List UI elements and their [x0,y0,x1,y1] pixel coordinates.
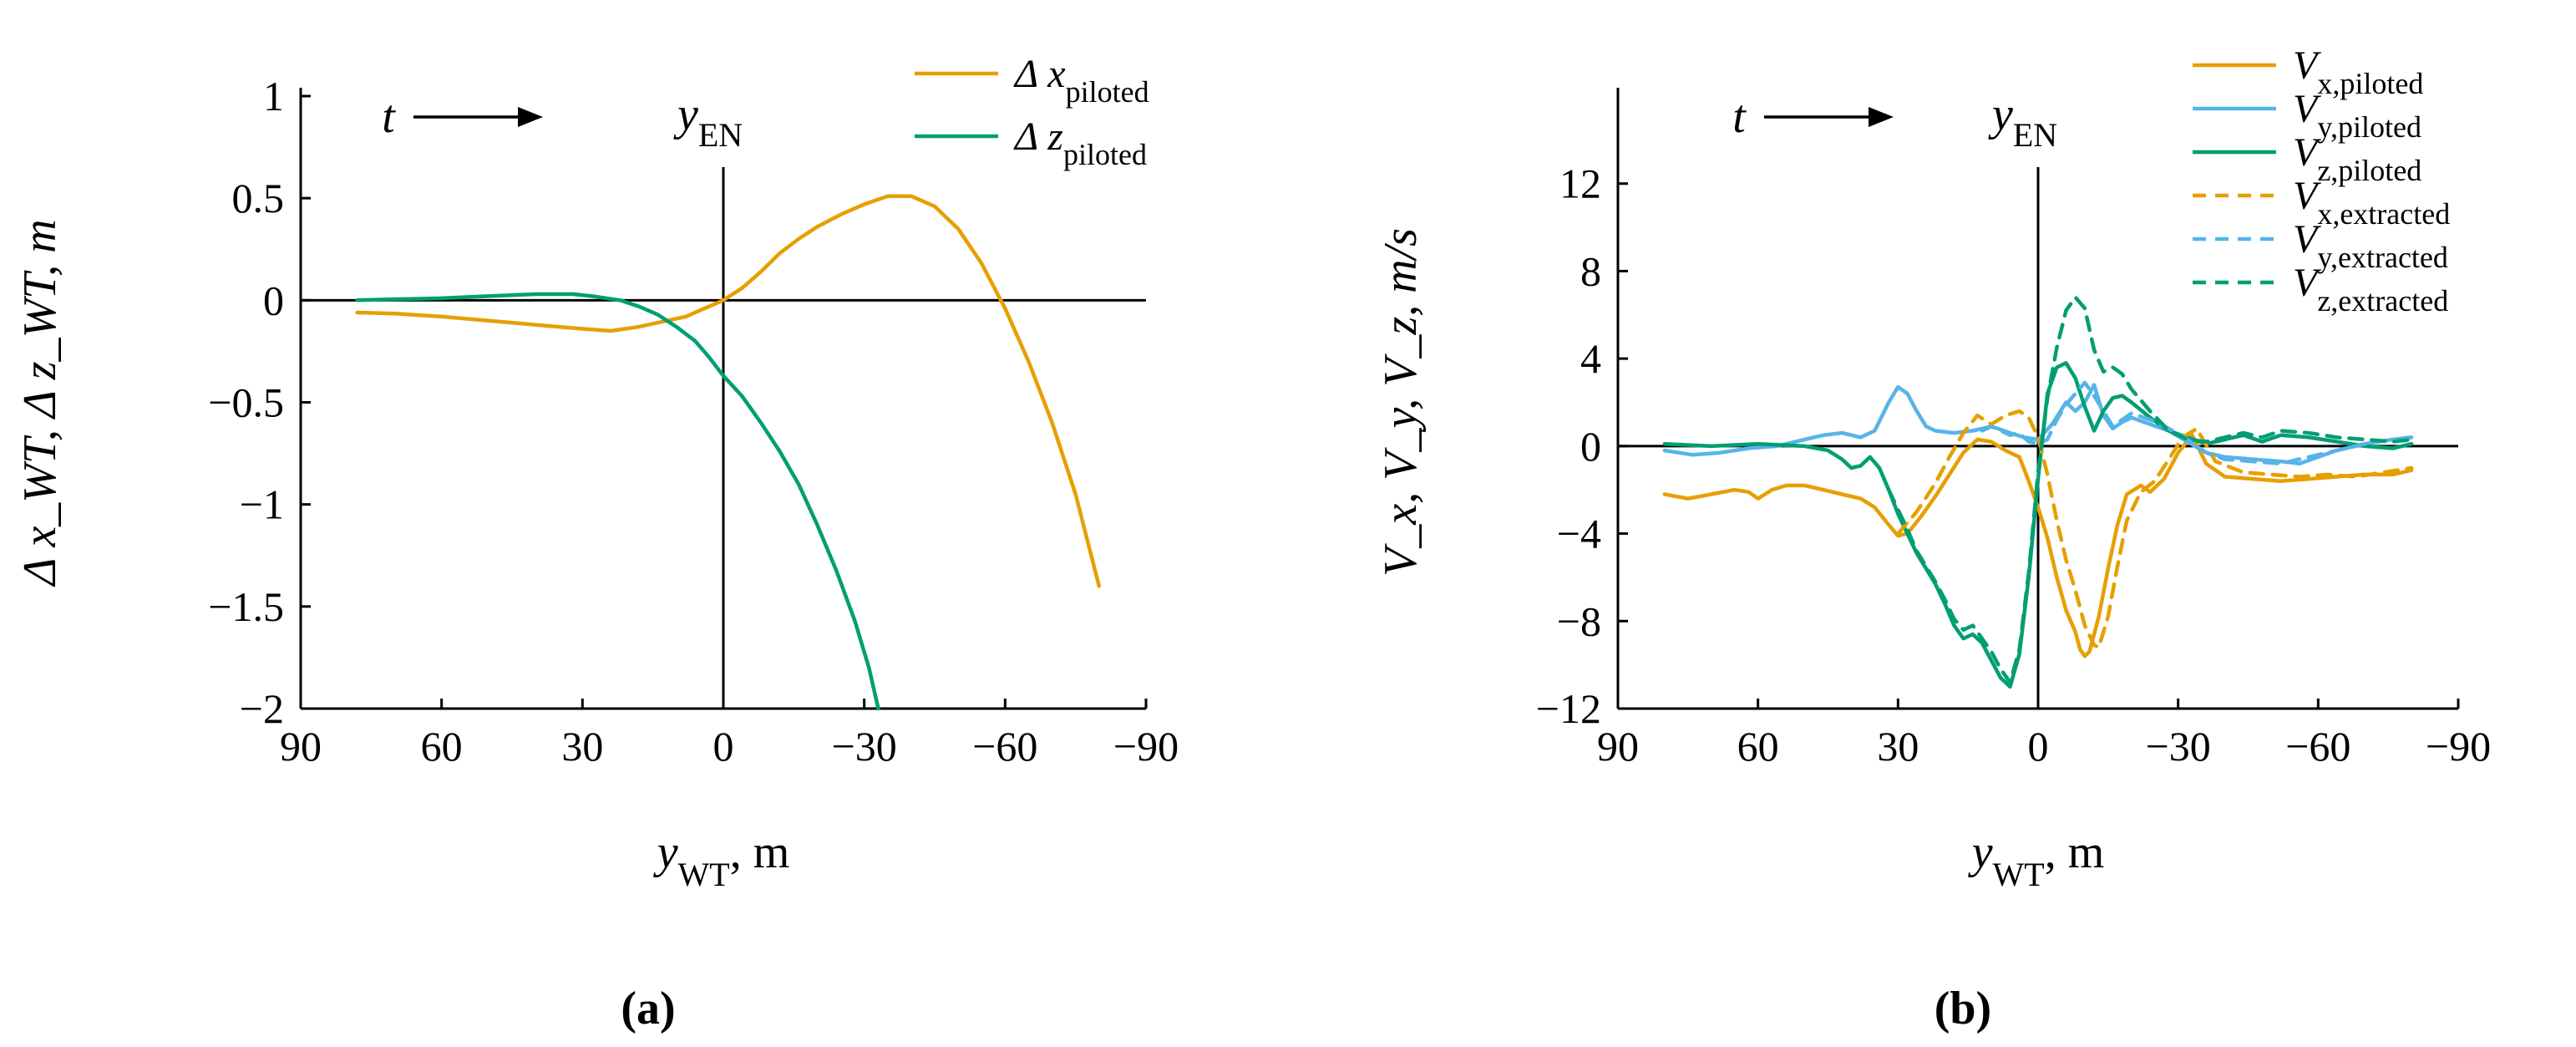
legend: Vx,pilotedVy,pilotedVz,pilotedVx,extract… [2193,43,2450,318]
x-tick-label: 30 [1877,723,1919,770]
entry-marker-label: yEN [673,89,743,154]
x-tick-label: −60 [2285,723,2350,770]
time-arrow-label: t [382,91,396,143]
y-tick-label: 4 [1580,335,1601,382]
time-arrow-head [518,107,543,127]
y-tick-label: 12 [1559,160,1601,207]
legend-entry-label: Vz,extracted [2293,261,2448,318]
series-line-v-x-extracted [1896,409,2414,649]
series-line--z-piloted [355,292,880,711]
x-axis-label: yWT, m [1968,826,2105,893]
x-axis-label: yWT, m [653,826,790,893]
y-tick-label: −2 [240,685,284,732]
legend-entry-label: Vx,piloted [2293,43,2423,100]
x-tick-label: −90 [2426,723,2491,770]
time-arrow-label: t [1732,91,1747,143]
legend-entry-label: Δ zpiloted [1013,114,1147,171]
series-line-v-y-extracted [1980,380,2414,466]
x-tick-label: −30 [832,723,897,770]
x-tick-label: 0 [2028,723,2049,770]
time-arrow-head [1869,107,1894,127]
x-tick-label: 0 [713,723,734,770]
entry-marker-label: yEN [1988,89,2057,154]
y-axis-label: Δ x_WT, Δ z_WT, m [14,219,66,587]
panel-caption: (a) [621,983,675,1034]
x-tick-label: 90 [280,723,322,770]
x-tick-label: −90 [1113,723,1179,770]
x-tick-label: 30 [561,723,603,770]
y-tick-label: −8 [1557,597,1601,644]
legend-entry-label: Vy,piloted [2293,87,2421,144]
y-tick-label: 0.5 [232,175,285,221]
y-axis-label: V_x, V_y, V_z, m/s [1375,228,1427,577]
y-tick-label: −4 [1557,511,1601,557]
x-tick-label: 60 [1737,723,1779,770]
legend-entry-label: Δ xpiloted [1013,52,1149,109]
legend-entry-label: Vy,extracted [2293,217,2448,274]
series-line-v-z-extracted [1886,295,2414,684]
y-tick-label: −1.5 [208,583,284,630]
y-tick-label: −0.5 [208,379,284,426]
y-tick-label: −12 [1536,685,1601,732]
panel-b: 90 60 30 0 −30 −60 −90 12 8 4 0 −4 −8 −12 t yEN yWT, m V_… [1375,43,2491,1034]
legend-entry-label: Vz,piloted [2293,130,2421,187]
series-line-v-x-piloted [1662,433,2414,658]
x-tick-label: −60 [972,723,1037,770]
series-line--x-piloted [355,194,1102,588]
y-tick-label: 8 [1580,247,1601,294]
y-tick-label: 0 [1580,423,1601,470]
x-tick-label: −30 [2146,723,2211,770]
x-tick-label: 60 [421,723,463,770]
panel-a: 90 60 30 0 −30 −60 −90 1 0.5 0 −0.5 −1 −1.5 −2 t yEN yWT… [14,52,1179,1034]
y-tick-label: −1 [240,481,284,528]
x-tick-label: 90 [1597,723,1639,770]
legend-entry-label: Vx,extracted [2293,174,2450,231]
y-tick-label: 1 [263,73,284,119]
panel-caption: (b) [1935,983,1991,1034]
y-tick-label: 0 [263,277,284,323]
